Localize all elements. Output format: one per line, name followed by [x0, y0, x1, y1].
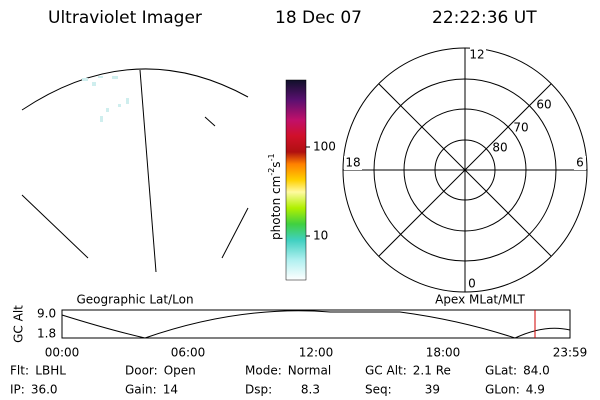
y-label: 9.0	[37, 307, 56, 321]
colorbar-tick: 10	[313, 229, 328, 243]
info-label: Mode:	[245, 364, 282, 378]
instrument-title: Ultraviolet Imager	[48, 8, 202, 28]
colorbar-label: photon cm-2s-1	[267, 153, 283, 240]
lat-label: 80	[492, 141, 507, 155]
colorbar: 100 10 photon cm-2s-1	[267, 79, 336, 281]
info-value: 8.3	[301, 383, 320, 397]
info-value: Open	[164, 364, 196, 378]
info-value: 39	[425, 383, 440, 397]
info-value: Normal	[288, 364, 331, 378]
colorbar-tick: 100	[313, 140, 336, 154]
info-label: GLat:	[485, 364, 517, 378]
info-value: 36.0	[31, 383, 58, 397]
info-label: IP:	[10, 383, 25, 397]
mlt-label: 6	[576, 156, 584, 170]
info-value: LBHL	[35, 364, 66, 378]
lat-label: 60	[536, 98, 551, 112]
mlt-label: 18	[345, 156, 360, 170]
info-label: GC Alt:	[365, 364, 407, 378]
y-label: 1.8	[37, 327, 56, 341]
x-label: 00:00	[45, 346, 80, 360]
info-value: 14	[163, 383, 178, 397]
x-label: 06:00	[171, 346, 206, 360]
x-label: 23:59	[553, 346, 588, 360]
x-label: 18:00	[426, 346, 461, 360]
info-label: Dsp:	[245, 383, 272, 397]
image-panel	[21, 68, 249, 273]
info-label: Flt:	[10, 364, 29, 378]
info-label: Door:	[125, 364, 158, 378]
time: 22:22:36 UT	[432, 8, 537, 28]
info-value: 84.0	[523, 364, 550, 378]
mlt-label: 12	[469, 48, 484, 62]
x-label: 12:00	[299, 346, 334, 360]
track-title: Geographic Lat/Lon	[76, 293, 193, 307]
info-value: 2.1 Re	[413, 364, 451, 378]
info-panel: Flt: LBHL Door: Open Mode: Normal GC Alt: 2.1 R…	[10, 364, 550, 397]
axis-label: GC Alt	[12, 305, 26, 343]
lat-label: 70	[513, 121, 528, 135]
polar-grid: 12 6 0 18 60 70 80	[342, 47, 588, 293]
info-label: GLon:	[485, 383, 520, 397]
altitude-track: Geographic Lat/Lon Apex MLat/MLT GC Alt …	[12, 293, 588, 360]
track-title: Apex MLat/MLT	[435, 293, 525, 307]
info-value: 4.9	[526, 383, 545, 397]
info-label: Seq:	[365, 383, 392, 397]
info-label: Gain:	[125, 383, 157, 397]
date: 18 Dec 07	[275, 8, 362, 28]
mlt-label: 0	[468, 277, 476, 291]
